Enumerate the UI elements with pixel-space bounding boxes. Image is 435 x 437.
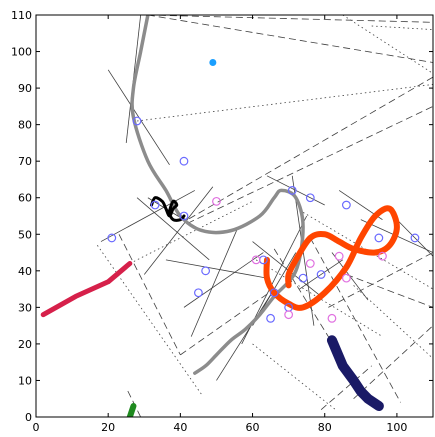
blue-marker bbox=[107, 233, 117, 243]
construction-line-solid bbox=[183, 252, 264, 308]
construction-line-dashed bbox=[187, 106, 433, 224]
x-tick-label: 100 bbox=[386, 421, 407, 434]
x-tick-label: 80 bbox=[318, 421, 332, 434]
y-tick-label: 50 bbox=[18, 228, 32, 241]
y-tick-label: 30 bbox=[18, 301, 32, 314]
blue-marker bbox=[179, 211, 189, 221]
axes-box bbox=[35, 14, 434, 418]
construction-line-solid bbox=[216, 288, 275, 381]
blue-marker bbox=[287, 186, 297, 195]
magenta-marker bbox=[327, 313, 337, 323]
construction-line-dotted bbox=[252, 343, 336, 411]
blue-marker bbox=[305, 193, 315, 203]
construction-line-dashed bbox=[118, 234, 181, 356]
blue-marker bbox=[341, 200, 351, 210]
y-tick-label: 60 bbox=[18, 192, 32, 205]
axis-ticks: 0 20 40 60 80 100 0 10 20 30 40 50 60 70 80 90 100 110 bbox=[11, 9, 433, 434]
blue-marker bbox=[266, 313, 275, 323]
blue-marker bbox=[298, 273, 308, 283]
construction-line-solid bbox=[165, 259, 268, 279]
y-tick-label: 70 bbox=[18, 155, 32, 168]
blue-marker bbox=[410, 233, 420, 243]
magenta-marker bbox=[251, 255, 261, 265]
blue-marker bbox=[179, 156, 189, 166]
construction-line-solid bbox=[143, 186, 214, 275]
construction-line-solid bbox=[136, 197, 210, 261]
y-tick-label: 80 bbox=[18, 119, 32, 132]
crimson-segment bbox=[40, 261, 133, 318]
magenta-marker bbox=[378, 251, 387, 261]
blue-marker bbox=[132, 116, 142, 126]
green-segment bbox=[126, 403, 137, 417]
magenta-marker bbox=[284, 310, 294, 320]
black-curve bbox=[149, 196, 186, 222]
construction-line-dotted bbox=[129, 201, 253, 264]
construction-line-dashed bbox=[328, 252, 433, 308]
construction-line-dashed bbox=[187, 76, 433, 221]
construction-line-dashed bbox=[320, 365, 372, 410]
construction-line-solid bbox=[190, 226, 239, 337]
y-tick-label: 20 bbox=[18, 338, 32, 351]
orange-curve bbox=[263, 205, 400, 311]
construction-line-dashed bbox=[353, 325, 433, 400]
x-tick-label: 40 bbox=[173, 421, 187, 434]
construction-line-dotted bbox=[137, 84, 433, 122]
gray-curve bbox=[130, 15, 305, 375]
navy-segment bbox=[326, 335, 384, 412]
magenta-marker bbox=[305, 259, 315, 268]
blue-marker bbox=[316, 270, 326, 279]
blue-marker bbox=[269, 288, 279, 298]
y-tick-label: 40 bbox=[18, 265, 32, 278]
y-tick-label: 100 bbox=[11, 46, 32, 59]
construction-line-dashed bbox=[309, 237, 401, 403]
construction-line-dotted bbox=[371, 25, 433, 31]
blue-marker bbox=[194, 288, 203, 298]
x-tick-label: 20 bbox=[101, 421, 115, 434]
y-tick-label: 90 bbox=[18, 82, 32, 95]
construction-line-dashed bbox=[180, 288, 275, 356]
construction-line-solid bbox=[100, 190, 195, 242]
construction-line-dotted bbox=[97, 245, 203, 396]
x-tick-label: 60 bbox=[246, 421, 260, 434]
construction-line-dashed bbox=[346, 274, 433, 308]
blue-marker bbox=[150, 200, 160, 210]
magenta-marker bbox=[334, 251, 344, 261]
construction-line-dashed bbox=[125, 387, 142, 417]
construction-line-dotted bbox=[342, 15, 433, 74]
y-tick-label: 110 bbox=[11, 9, 32, 22]
construction-line-dashed bbox=[147, 15, 433, 63]
x-tick-label: 0 bbox=[33, 421, 40, 434]
magenta-marker bbox=[212, 196, 221, 206]
construction-line-dashed bbox=[147, 15, 433, 23]
y-tick-label: 0 bbox=[25, 411, 32, 424]
y-tick-label: 10 bbox=[18, 374, 32, 387]
blue-marker bbox=[201, 266, 211, 276]
magenta-marker bbox=[341, 273, 351, 283]
construction-line-solid bbox=[299, 259, 343, 290]
blue-marker bbox=[374, 233, 384, 243]
construction-line-solid bbox=[396, 219, 433, 257]
plot-content bbox=[40, 15, 433, 417]
cyan-point bbox=[209, 59, 217, 67]
